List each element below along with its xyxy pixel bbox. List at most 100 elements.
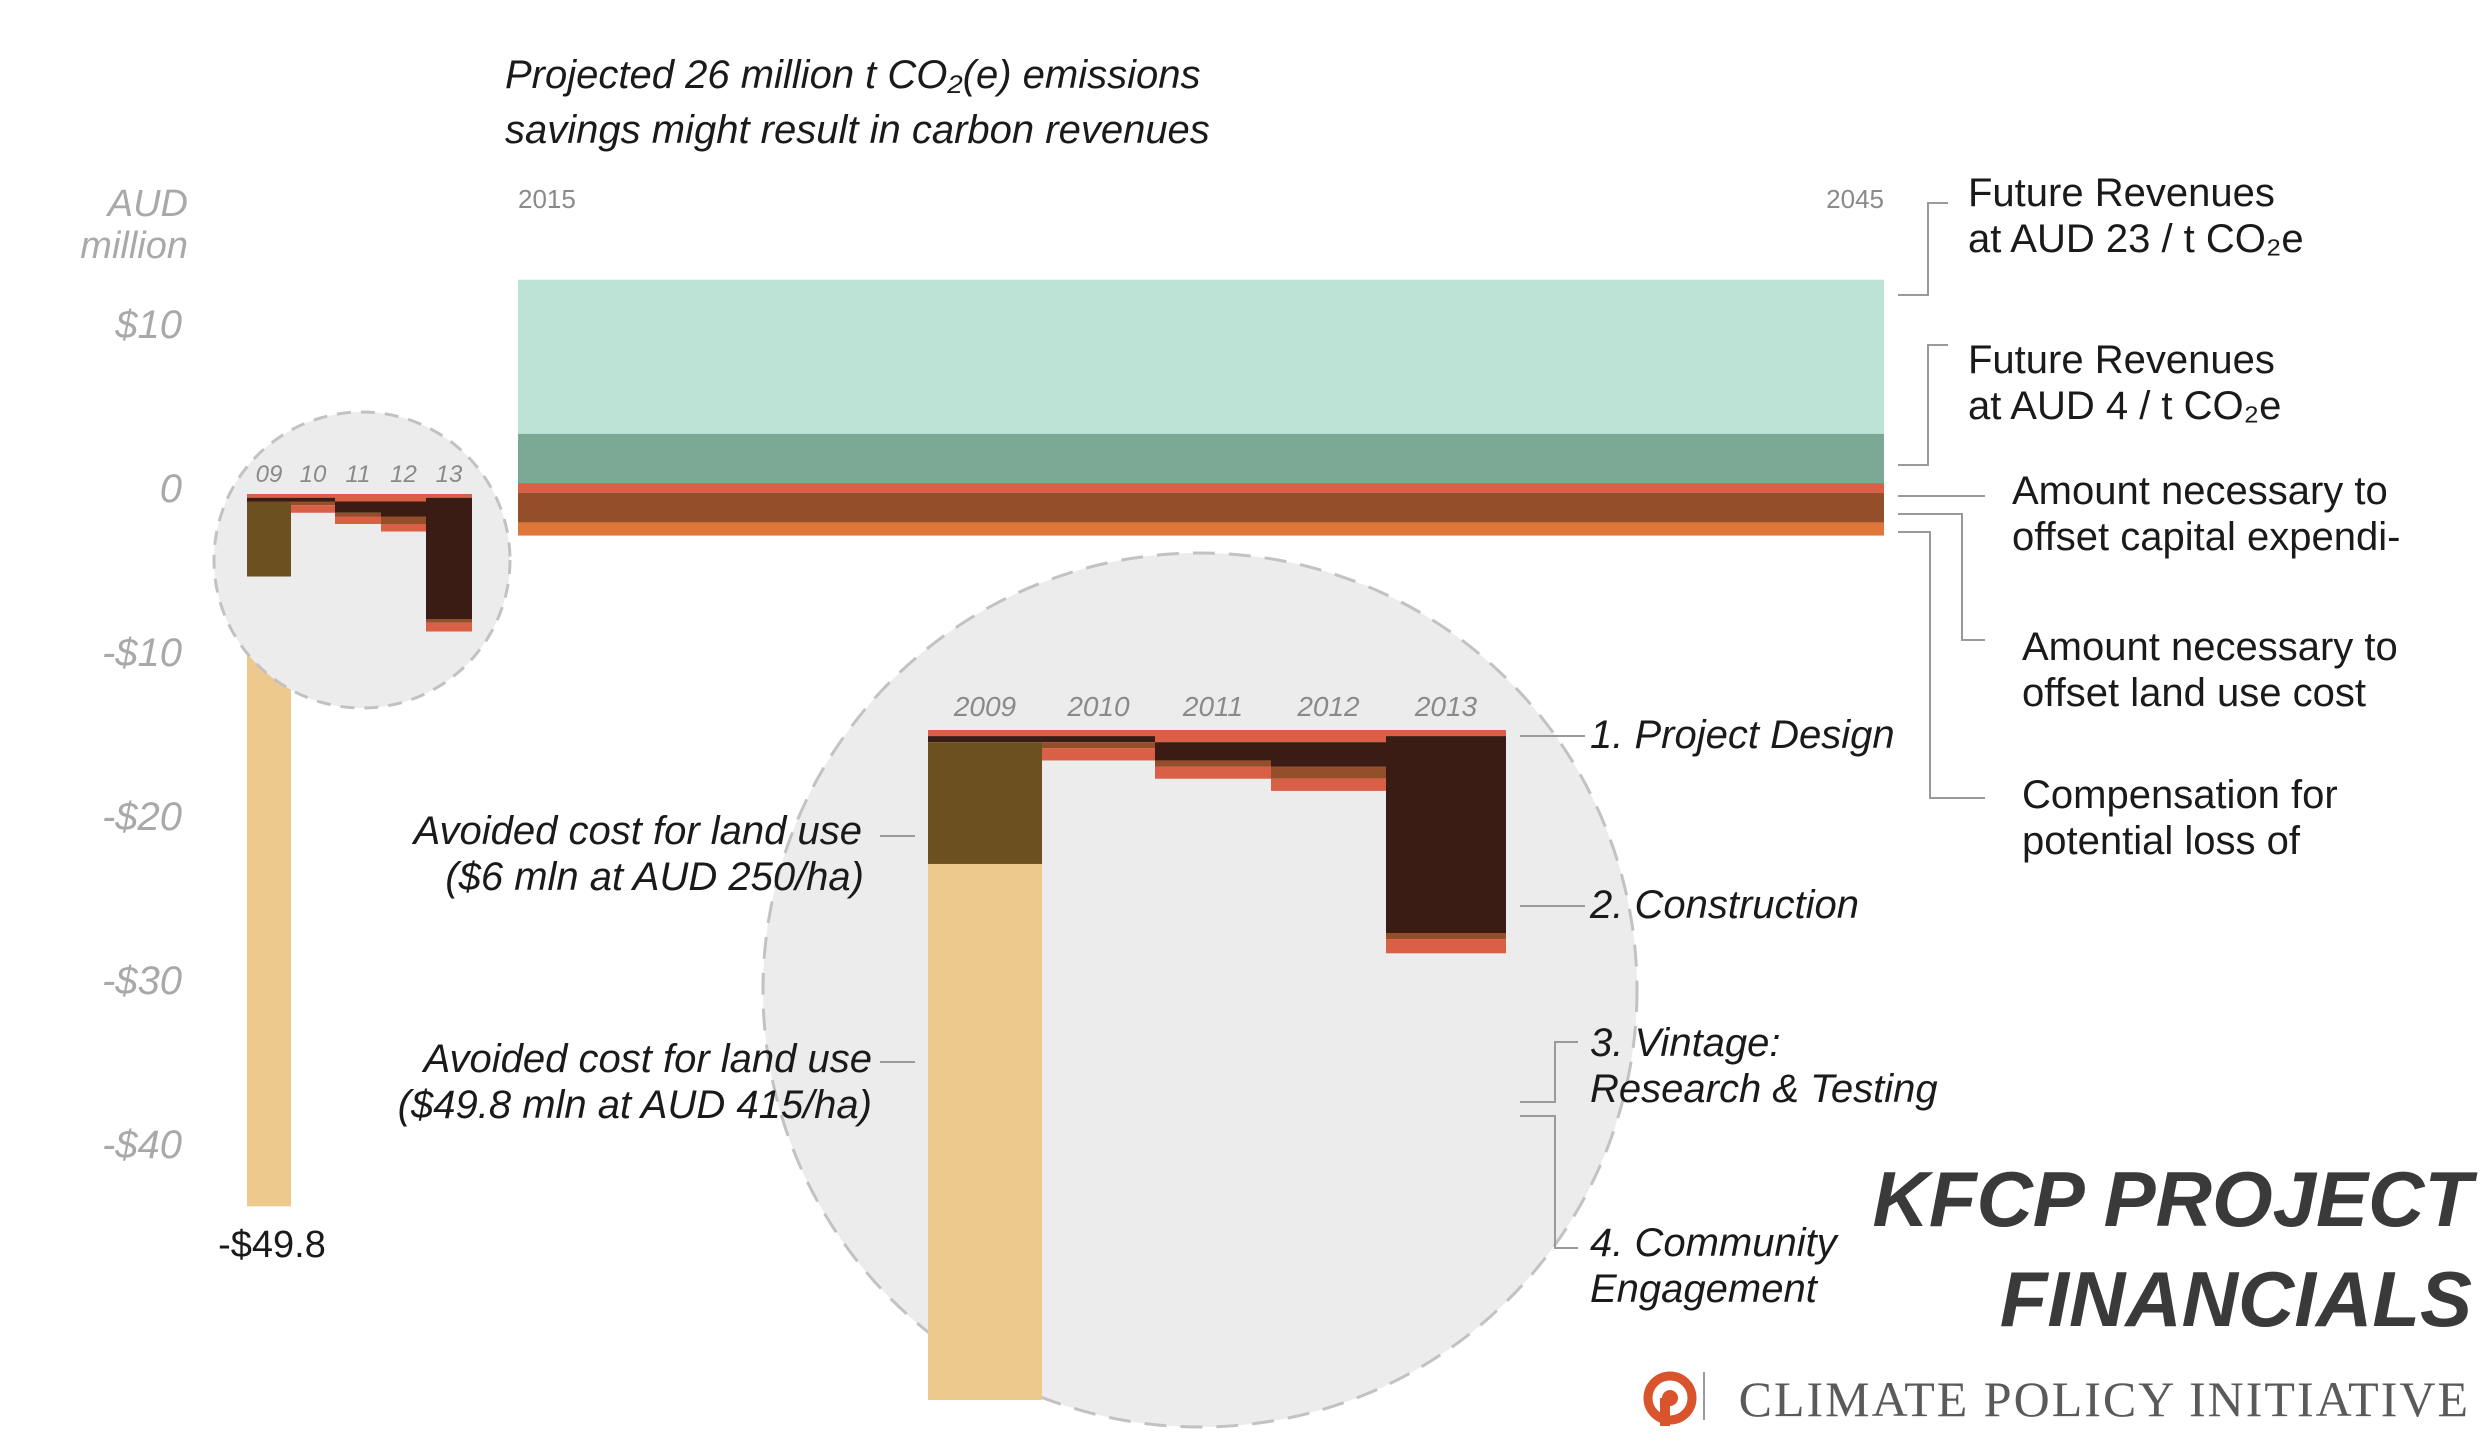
leader-compensation: [1898, 531, 1985, 799]
small-zoom-year-label-2010: 10: [300, 461, 327, 488]
big-zoom-bar-2013-community-engagement: [1386, 939, 1506, 954]
small-zoom-bar-2011-project-design: [335, 494, 381, 502]
big-zoom-bar-2012-project-design: [1271, 730, 1386, 743]
source-brand-text: CLIMATE POLICY INITIATIVE: [1739, 1371, 2470, 1427]
projection-bar-compensation-for-potential-loss-of: [518, 522, 1884, 536]
chart-title-line-1: KFCP PROJECT: [1872, 1155, 2478, 1243]
small-zoom-bar-2013-project-design: [426, 494, 472, 498]
small-zoom-background: [212, 410, 512, 710]
label-land-6-line-1: Avoided cost for land use: [412, 809, 862, 853]
label-construction: 2. Construction: [1589, 883, 1859, 927]
small-zoom-bar-2010-vintage-research-testing: [291, 501, 335, 506]
small-zoom-bar-2009-construction: [247, 497, 291, 502]
y-tick-30: -$30: [102, 959, 182, 1003]
leader-land-cost: [1898, 513, 1985, 641]
projection-area: Projected 26 million t CO₂(e) emissions …: [505, 53, 2400, 863]
label-community-line-1: 4. Community: [1590, 1221, 1840, 1265]
small-zoom-bar-2010-community-engagement: [291, 505, 335, 513]
y-unit-label-line-2: million: [80, 225, 188, 267]
label-compensation-line-2: potential loss of: [2022, 819, 2301, 863]
small-zoom-bar-2012-construction: [381, 501, 426, 517]
small-zoom-bar-2013-construction: [426, 497, 472, 619]
small-zoom-bar-2012-community-engagement: [381, 524, 426, 532]
big-zoom-bar-2011-community-engagement: [1155, 766, 1271, 779]
label-future-4-line-2: at AUD 4 / t CO₂e: [1968, 384, 2281, 428]
big-zoom-bar-2010-vintage-research-testing: [1042, 742, 1155, 749]
big-zoom-bar-2009-construction: [928, 736, 1042, 743]
chart-title-line-2: FINANCIALS: [2000, 1255, 2472, 1343]
label-land-cost-line-1: Amount necessary to: [2022, 625, 2398, 669]
projection-start-year: 2015: [518, 184, 576, 214]
label-land-49-8-line-2: ($49.8 mln at AUD 415/ha): [398, 1083, 872, 1127]
small-zoom-bar-2011-construction: [335, 501, 381, 513]
big-zoom-bar-2009-avoided-cost-for-land-use-49-8-mln-at-aud-415-ha: [928, 863, 1042, 1400]
label-future-23-line-1: Future Revenues: [1968, 171, 2275, 215]
label-vintage-line-2: Research & Testing: [1590, 1067, 1938, 1111]
small-zoom-bar-2011-vintage-research-testing: [335, 512, 381, 517]
small-zoom-year-label-2012: 12: [390, 461, 417, 488]
projection-bars: [518, 279, 1884, 536]
y-tick-40: -$40: [102, 1123, 182, 1167]
big-zoom-bar-2011-construction: [1155, 742, 1271, 761]
small-zoom-year-label-2011: 11: [346, 461, 371, 488]
big-zoom-bar-2012-community-engagement: [1271, 778, 1386, 791]
projection-bar-future-revenues-at-aud-4-t-co-e: [518, 433, 1884, 484]
y-tick-10: -$10: [102, 631, 182, 675]
big-zoom-bar-2013-project-design: [1386, 730, 1506, 737]
small-zoom-bar-2013-vintage-research-testing: [426, 619, 472, 623]
label-project-design: 1. Project Design: [1590, 713, 1895, 757]
label-community-line-2: Engagement: [1590, 1267, 1819, 1311]
small-zoom-bar-2010-construction: [291, 497, 335, 502]
big-zoom-bar-2011-vintage-research-testing: [1155, 760, 1271, 767]
y-tick-20: -$20: [102, 795, 182, 839]
projection-note-line-2: savings might result in carbon revenues: [505, 108, 1210, 152]
big-zoom-bar-2013-vintage-research-testing: [1386, 933, 1506, 940]
leader-vintage: [1520, 1041, 1578, 1103]
leader-future-23: [1898, 202, 1948, 296]
small-zoom-bar-2010-project-design: [291, 494, 335, 498]
big-zoom-year-label-2012: 2012: [1296, 691, 1360, 722]
big-zoom-bar-2010-community-engagement: [1042, 748, 1155, 761]
big-zoom-year-label-2010: 2010: [1066, 691, 1130, 722]
big-zoom-bar-2010-project-design: [1042, 730, 1155, 737]
big-zoom-background: [761, 551, 1639, 1429]
y-tick-10: $10: [114, 303, 182, 347]
y-unit-label-line-1: AUD: [106, 183, 188, 225]
label-capex-line-2: offset capital expendi-: [2012, 515, 2400, 559]
label-future-4-line-1: Future Revenues: [1968, 338, 2275, 382]
small-zoom-bar-2013-community-engagement: [426, 622, 472, 632]
source-brand: CLIMATE POLICY INITIATIVE: [1643, 1371, 2470, 1427]
y-tick-labels: $10 0 -$10 -$20 -$30 -$40: [102, 303, 182, 1167]
big-zoom-circle: 2009 2010 2011 2012 2013 Avoided cost for la…: [398, 551, 1938, 1429]
left-bar-segment-avoided-cost-for-land-use-49-8-mln-at-aud-415-ha: [247, 586, 291, 1207]
small-zoom-year-label-2009: 09: [256, 461, 283, 488]
projection-bar-future-revenues-at-aud-23-t-co-e: [518, 279, 1884, 434]
label-capex-line-1: Amount necessary to: [2012, 469, 2388, 513]
y-axis: AUD million $10 0 -$10 -$20 -$30 -$40: [80, 183, 188, 1167]
small-zoom-bar-2012-project-design: [381, 494, 426, 502]
projection-note-line-1: Projected 26 million t CO₂(e) emissions: [505, 53, 1201, 97]
chart-title: KFCP PROJECT FINANCIALS: [1872, 1155, 2478, 1343]
big-zoom-year-label-2009: 2009: [953, 691, 1016, 722]
label-future-23-line-2: at AUD 23 / t CO₂e: [1968, 217, 2304, 261]
big-zoom-bar-2012-vintage-research-testing: [1271, 766, 1386, 779]
climate-policy-initiative-logo-icon: [1643, 1371, 1697, 1426]
small-zoom-bar-2011-community-engagement: [335, 516, 381, 524]
big-zoom-bar-2012-construction: [1271, 742, 1386, 767]
small-zoom-year-label-2013: 13: [436, 461, 463, 488]
label-land-49-8-line-1: Avoided cost for land use: [422, 1037, 872, 1081]
big-zoom-bar-2009-avoided-cost-for-land-use-6-mln-at-aud-250-ha: [928, 742, 1042, 864]
big-zoom-bar-2010-construction: [1042, 736, 1155, 743]
label-land-6-line-2: ($6 mln at AUD 250/ha): [445, 855, 864, 899]
big-zoom-bar-2009-project-design: [928, 730, 1042, 737]
small-zoom-bar-2009-project-design: [247, 494, 291, 498]
big-zoom-bar-2011-project-design: [1155, 730, 1271, 743]
small-zoom-circle: 09 10 11 12 13: [212, 410, 512, 710]
big-zoom-year-label-2013: 2013: [1414, 691, 1478, 722]
small-zoom-bar-2012-vintage-research-testing: [381, 516, 426, 524]
left-bar-total-label: -$49.8: [218, 1224, 326, 1266]
leader-community: [1520, 1115, 1578, 1249]
projection-bar-amount-necessary-to-offset-land-use-cost: [518, 492, 1884, 523]
label-compensation-line-1: Compensation for: [2022, 773, 2338, 817]
